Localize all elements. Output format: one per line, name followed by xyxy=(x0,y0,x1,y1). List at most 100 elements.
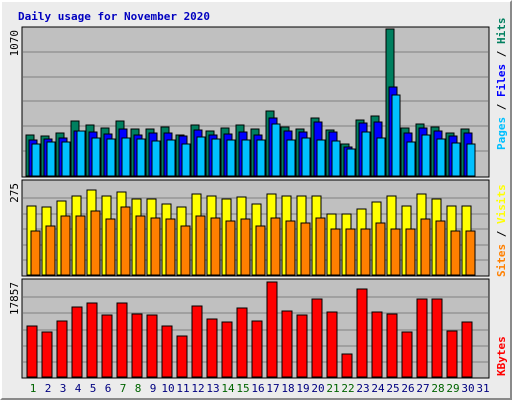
bar-kbytes-day-19 xyxy=(296,314,308,378)
day-label-7: 7 xyxy=(120,382,127,395)
bar-sites-day-28 xyxy=(435,220,446,276)
bar-kbytes-day-23 xyxy=(356,288,368,378)
visitors-legend: Sites / Visits xyxy=(495,184,508,277)
bar-sites-day-4 xyxy=(75,215,86,276)
bar-kbytes-day-4 xyxy=(71,306,83,378)
day-label-15: 15 xyxy=(236,382,249,395)
legend-visits: Visits xyxy=(495,184,508,224)
bar-pages-day-5 xyxy=(91,137,101,177)
requests-legend: Pages / Files / Hits xyxy=(495,18,508,151)
bar-kbytes-day-3 xyxy=(56,320,68,378)
bar-pages-day-2 xyxy=(46,141,56,177)
day-label-3: 3 xyxy=(60,382,67,395)
bar-kbytes-day-12 xyxy=(191,305,203,378)
bar-sites-day-22 xyxy=(345,228,356,276)
bar-pages-day-18 xyxy=(286,139,296,177)
bar-sites-day-27 xyxy=(420,218,431,276)
bar-sites-day-12 xyxy=(195,215,206,276)
bar-sites-day-16 xyxy=(255,225,266,276)
chart-title: Daily usage for November 2020 xyxy=(18,10,210,23)
bar-pages-day-28 xyxy=(436,138,446,177)
day-label-14: 14 xyxy=(221,382,235,395)
bar-kbytes-day-28 xyxy=(431,298,443,378)
bar-kbytes-day-6 xyxy=(101,314,113,378)
day-label-22: 22 xyxy=(341,382,354,395)
bar-pages-day-11 xyxy=(181,143,191,177)
bar-kbytes-day-29 xyxy=(446,330,458,378)
bar-pages-day-25 xyxy=(391,94,401,177)
bar-kbytes-day-18 xyxy=(281,310,293,378)
day-label-19: 19 xyxy=(296,382,309,395)
bar-kbytes-day-2 xyxy=(41,331,53,378)
bar-pages-day-10 xyxy=(166,139,176,177)
volume-ymax-label: 17857 xyxy=(8,282,21,315)
day-label-26: 26 xyxy=(401,382,414,395)
bar-sites-day-19 xyxy=(300,222,311,276)
bar-sites-day-6 xyxy=(105,218,116,276)
bar-sites-day-24 xyxy=(375,222,386,276)
day-label-4: 4 xyxy=(75,382,82,395)
day-label-6: 6 xyxy=(105,382,112,395)
bar-kbytes-day-21 xyxy=(326,311,338,378)
bar-sites-day-21 xyxy=(330,228,341,276)
legend-files: Files xyxy=(495,64,508,97)
day-label-5: 5 xyxy=(90,382,97,395)
bar-kbytes-day-1 xyxy=(26,325,38,378)
bar-kbytes-day-22 xyxy=(341,353,353,378)
bar-sites-day-2 xyxy=(45,225,56,276)
bar-pages-day-12 xyxy=(196,136,206,177)
day-label-17: 17 xyxy=(266,382,279,395)
bar-kbytes-day-7 xyxy=(116,302,128,378)
bar-kbytes-day-8 xyxy=(131,313,143,378)
bar-pages-day-22 xyxy=(346,148,356,177)
bar-pages-day-7 xyxy=(121,137,131,177)
bar-sites-day-15 xyxy=(240,218,251,276)
bar-kbytes-day-30 xyxy=(461,321,473,378)
bar-kbytes-day-25 xyxy=(386,313,398,378)
bar-pages-day-20 xyxy=(316,139,326,177)
day-label-23: 23 xyxy=(356,382,369,395)
bar-pages-day-3 xyxy=(61,141,71,177)
bar-sites-day-5 xyxy=(90,210,101,276)
bar-sites-day-3 xyxy=(60,215,71,276)
bar-pages-day-27 xyxy=(421,134,431,177)
bar-kbytes-day-11 xyxy=(176,335,188,378)
bar-sites-day-23 xyxy=(360,228,371,276)
day-label-31: 31 xyxy=(476,382,489,395)
day-label-29: 29 xyxy=(446,382,459,395)
bar-kbytes-day-24 xyxy=(371,311,383,378)
day-label-1: 1 xyxy=(30,382,37,395)
day-label-10: 10 xyxy=(161,382,174,395)
day-label-2: 2 xyxy=(45,382,52,395)
bar-sites-day-18 xyxy=(285,220,296,276)
legend-hits: Hits xyxy=(495,18,508,45)
bar-pages-day-13 xyxy=(211,138,221,177)
day-label-28: 28 xyxy=(431,382,444,395)
bar-pages-day-16 xyxy=(256,139,266,177)
bar-pages-day-9 xyxy=(151,140,161,177)
bar-pages-day-1 xyxy=(31,143,41,177)
day-label-16: 16 xyxy=(251,382,264,395)
bar-pages-day-30 xyxy=(466,143,476,177)
bar-kbytes-day-26 xyxy=(401,331,413,378)
bar-kbytes-day-10 xyxy=(161,325,173,378)
bar-pages-day-15 xyxy=(241,139,251,177)
bar-sites-day-17 xyxy=(270,217,281,276)
bar-kbytes-day-14 xyxy=(221,321,233,378)
bar-sites-day-20 xyxy=(315,217,326,276)
bar-pages-day-23 xyxy=(361,131,371,177)
day-label-25: 25 xyxy=(386,382,399,395)
bar-pages-day-6 xyxy=(106,138,116,177)
bar-pages-day-14 xyxy=(226,139,236,177)
bar-kbytes-day-13 xyxy=(206,318,218,378)
bar-sites-day-25 xyxy=(390,228,401,276)
bar-kbytes-day-5 xyxy=(86,302,98,378)
bar-pages-day-26 xyxy=(406,141,416,177)
day-label-24: 24 xyxy=(371,382,385,395)
bar-sites-day-30 xyxy=(465,230,476,276)
bar-sites-day-9 xyxy=(150,217,161,276)
legend-sites: Sites xyxy=(495,244,508,277)
visitors-ymax-label: 275 xyxy=(8,183,21,203)
bar-sites-day-11 xyxy=(180,225,191,276)
